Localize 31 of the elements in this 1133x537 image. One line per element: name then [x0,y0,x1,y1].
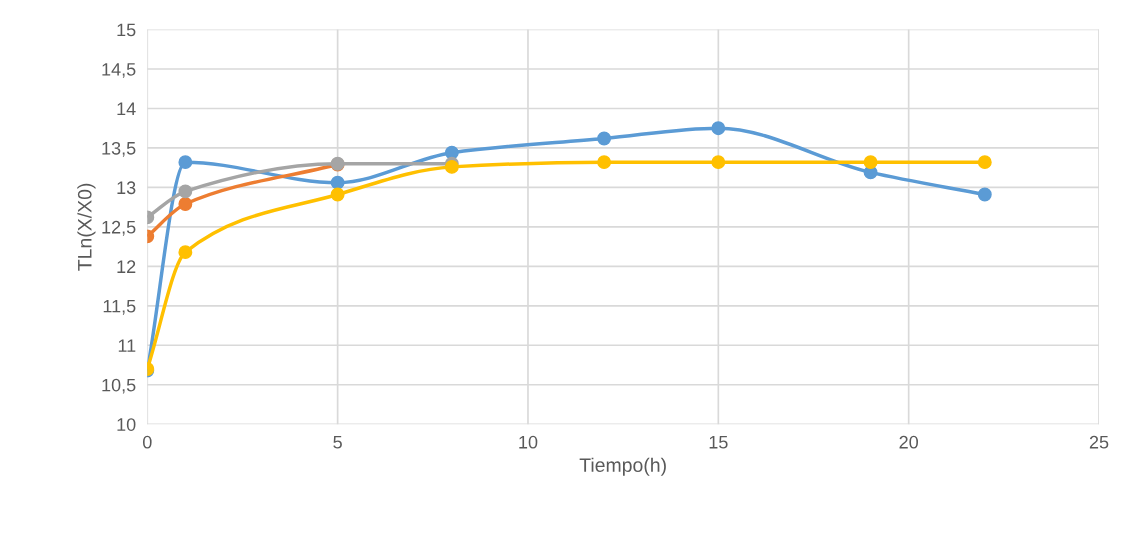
point [711,121,726,136]
x-tick-label: 0 [142,435,152,449]
x-tick-label: 5 [333,436,342,449]
point [330,187,345,202]
y-tick-label: 10 [117,418,136,431]
y-tick-label: 12 [117,260,136,273]
x-tick-label: 20 [899,435,918,449]
y-tick-label: 11 [118,339,136,352]
x-tick-label: 25 [1089,435,1109,449]
point [711,155,726,170]
y-tick-label: 13 [117,181,136,195]
point [977,155,992,170]
point [977,187,992,202]
point [178,245,193,260]
point [863,155,878,170]
x-tick-label: 15 [709,436,728,449]
y-tick-label: 12,5 [102,220,136,236]
y-axis-title: TLn(X/X0) [77,183,96,271]
y-tick-label: 13,5 [102,141,136,157]
point [597,131,612,146]
x-tick-label: 10 [519,435,538,449]
point [178,184,193,199]
point [330,175,345,190]
y-tick-label: 14,5 [102,63,136,78]
x-axis-title: Tiempo(h) [579,457,666,476]
y-tick-label: 14 [117,102,136,116]
y-tick-label: 11,5 [103,299,136,315]
point [178,155,193,170]
point [597,155,612,170]
y-tick-label: 15 [117,23,136,37]
y-tick-label: 10,5 [102,378,136,394]
